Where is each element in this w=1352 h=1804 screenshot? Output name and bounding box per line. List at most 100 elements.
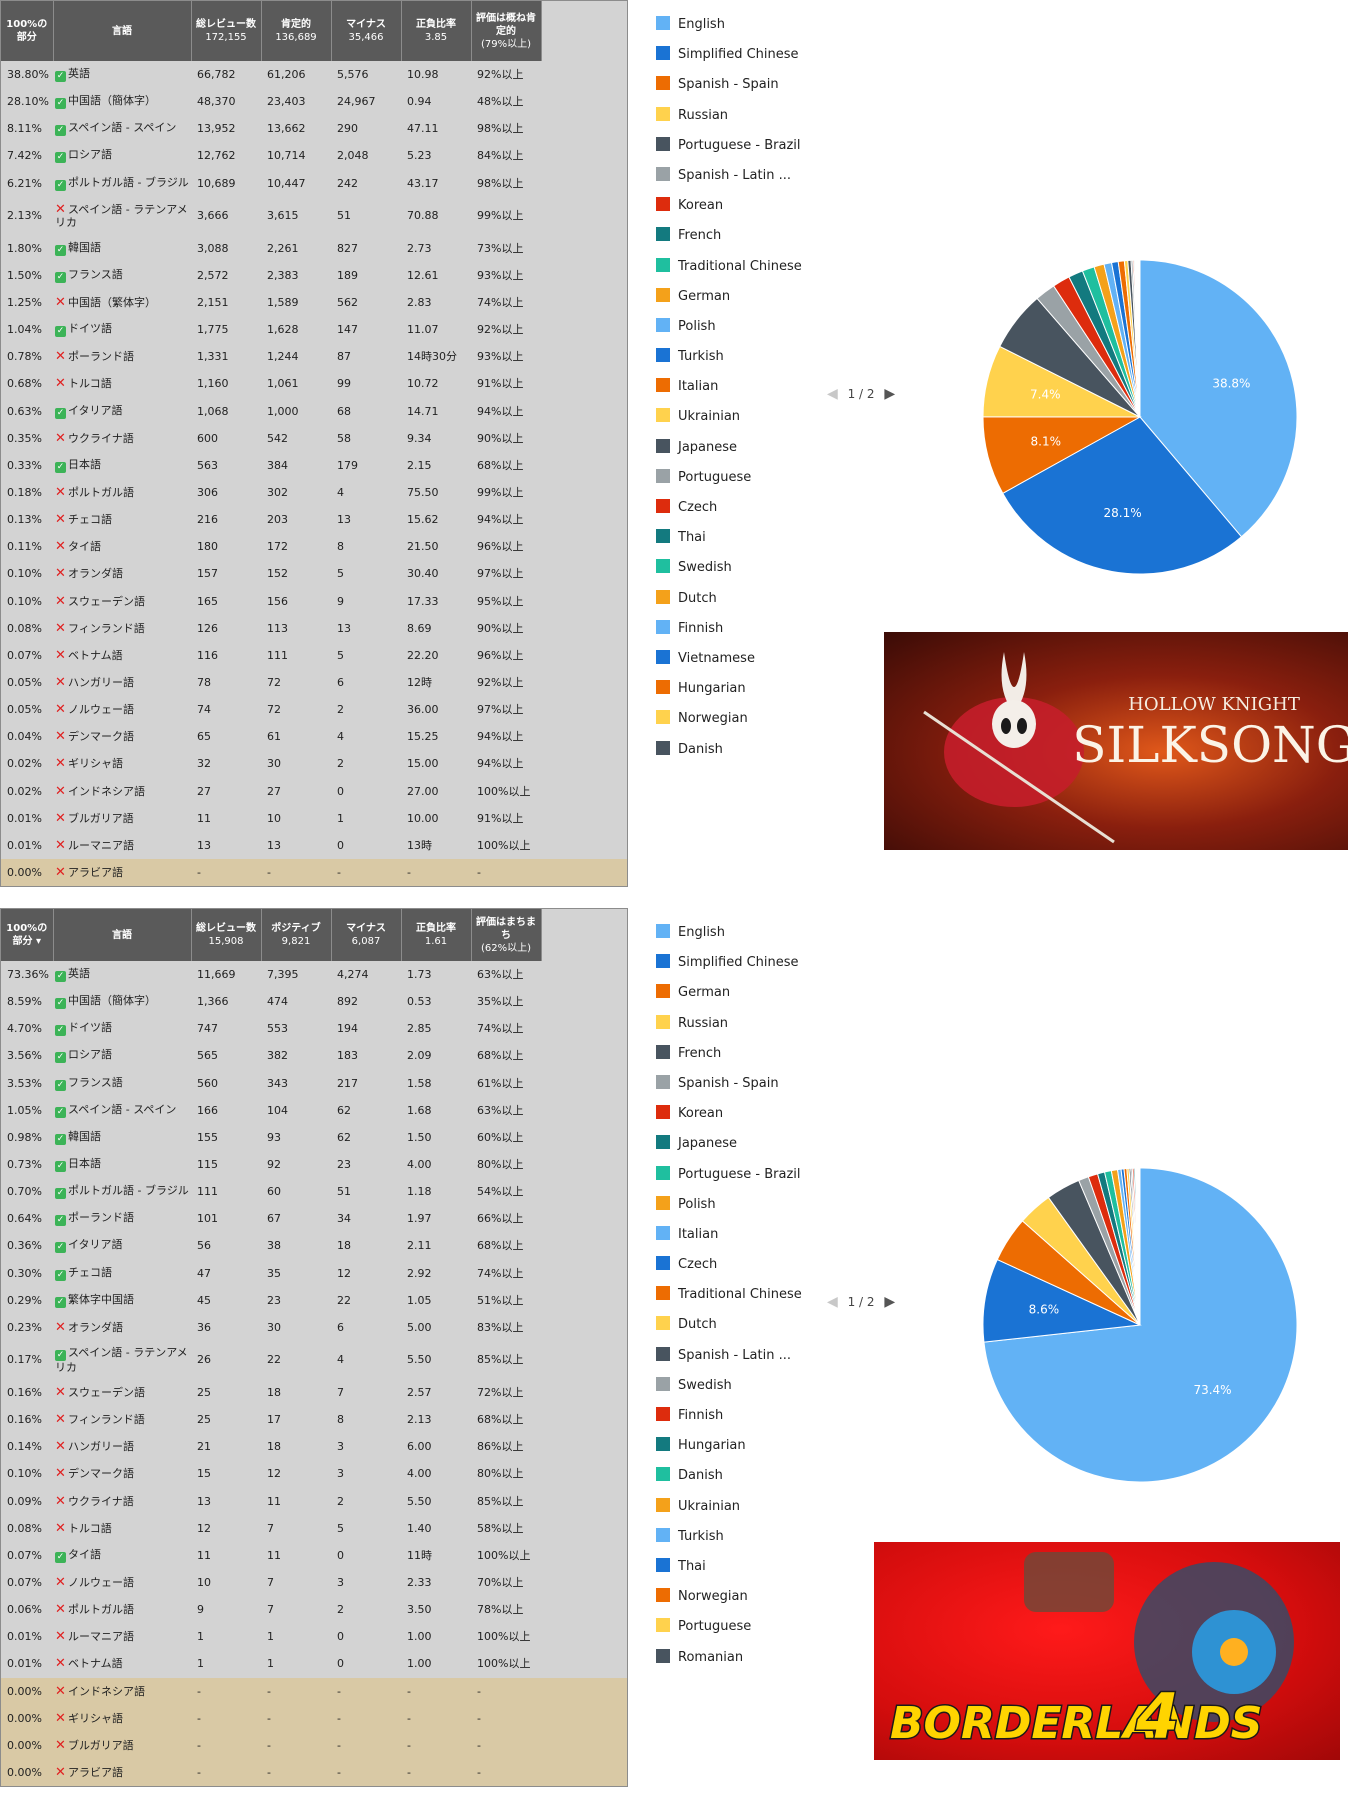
legend-item[interactable]: Spanish - Latin ... bbox=[656, 166, 802, 196]
cell-pos: 18 bbox=[267, 1386, 281, 1400]
cell-pos: 111 bbox=[267, 648, 288, 662]
pager-next-icon[interactable]: ▶ bbox=[884, 386, 896, 402]
legend-item[interactable]: Turkish bbox=[656, 347, 802, 377]
legend-item[interactable]: English bbox=[656, 923, 802, 953]
cell-language: ✕ アラビア語 bbox=[53, 1759, 191, 1786]
legend-item[interactable]: Polish bbox=[656, 1195, 802, 1225]
cross-icon: ✕ bbox=[55, 1683, 66, 1699]
header-rating[interactable]: 評価はまちまち (62%以上) bbox=[471, 909, 542, 961]
legend-item[interactable]: Spanish - Spain bbox=[656, 75, 802, 105]
cell-total: 13,952 bbox=[197, 122, 236, 136]
legend-item[interactable]: Czech bbox=[656, 1255, 802, 1285]
legend-item[interactable]: Simplified Chinese bbox=[656, 953, 802, 983]
header-positive[interactable]: ポジティブ 9,821 bbox=[261, 909, 332, 961]
legend-item[interactable]: Korean bbox=[656, 1104, 802, 1134]
legend-item[interactable]: English bbox=[656, 15, 802, 45]
cell-ratio: 2.73 bbox=[407, 241, 432, 255]
legend-item[interactable]: Portuguese bbox=[656, 1617, 802, 1647]
cell-pos: 11 bbox=[267, 1548, 281, 1562]
cell-ratio: 22.20 bbox=[407, 648, 439, 662]
legend-item[interactable]: Portuguese - Brazil bbox=[656, 1165, 802, 1195]
legend-item[interactable]: Danish bbox=[656, 740, 802, 770]
legend-label: Finnish bbox=[678, 1408, 724, 1423]
legend-item[interactable]: Spanish - Latin ... bbox=[656, 1346, 802, 1376]
pager-label: 1 / 2 bbox=[847, 387, 875, 401]
header-total-reviews[interactable]: 総レビュー数 15,908 bbox=[191, 909, 262, 961]
legend-swatch bbox=[656, 1014, 670, 1029]
legend-item[interactable]: Italian bbox=[656, 1225, 802, 1255]
legend-item[interactable]: Thai bbox=[656, 528, 802, 558]
legend-item[interactable]: Portuguese - Brazil bbox=[656, 136, 802, 166]
header-total-reviews[interactable]: 総レビュー数 172,155 bbox=[191, 1, 262, 61]
legend-item[interactable]: Russian bbox=[656, 106, 802, 136]
header-percent[interactable]: 100%の部分 ▾ bbox=[1, 909, 54, 961]
legend-item[interactable]: Finnish bbox=[656, 1406, 802, 1436]
legend-item[interactable]: Dutch bbox=[656, 1315, 802, 1345]
cell-pos: 542 bbox=[267, 431, 288, 445]
header-percent[interactable]: 100%の部分 bbox=[1, 1, 54, 61]
cell-ratio: 4.00 bbox=[407, 1158, 432, 1172]
legend-swatch bbox=[656, 1527, 670, 1542]
header-rating[interactable]: 評価は概ね肯定的 (79%以上) bbox=[471, 1, 542, 61]
legend-item[interactable]: Ukrainian bbox=[656, 1497, 802, 1527]
legend-item[interactable]: Ukrainian bbox=[656, 407, 802, 437]
cell-language: ✕ ポルトガル語 bbox=[53, 479, 191, 506]
legend-item[interactable]: German bbox=[656, 983, 802, 1013]
pager-prev-icon[interactable]: ◀ bbox=[827, 1294, 838, 1310]
cell-spacer bbox=[541, 642, 627, 669]
cell-language: ✓ イタリア語 bbox=[53, 398, 191, 425]
cell-language: ✓ ドイツ語 bbox=[53, 316, 191, 343]
legend-item[interactable]: Thai bbox=[656, 1557, 802, 1587]
legend-item[interactable]: Norwegian bbox=[656, 1587, 802, 1617]
check-icon: ✓ bbox=[55, 1242, 66, 1254]
cell-rating: 68%以上 bbox=[477, 1413, 524, 1427]
cell-rating: 80%以上 bbox=[477, 1467, 524, 1481]
cell-rating: 73%以上 bbox=[477, 241, 524, 255]
legend-item[interactable]: Swedish bbox=[656, 558, 802, 588]
legend-item[interactable]: Czech bbox=[656, 498, 802, 528]
pie-slice[interactable] bbox=[1139, 259, 1298, 538]
legend-item[interactable]: Spanish - Spain bbox=[656, 1074, 802, 1104]
legend-swatch bbox=[656, 317, 670, 332]
legend-item[interactable]: Danish bbox=[656, 1466, 802, 1496]
header-negative[interactable]: マイナス 35,466 bbox=[331, 1, 402, 61]
legend-item[interactable]: Italian bbox=[656, 377, 802, 407]
legend-item[interactable]: Traditional Chinese bbox=[656, 1285, 802, 1315]
legend-item[interactable]: Simplified Chinese bbox=[656, 45, 802, 75]
language-name: スペイン語 - ラテンアメリカ bbox=[55, 1345, 188, 1374]
legend-item[interactable]: Russian bbox=[656, 1014, 802, 1044]
legend-item[interactable]: Swedish bbox=[656, 1376, 802, 1406]
legend-item[interactable]: Hungarian bbox=[656, 679, 802, 709]
legend-item[interactable]: Dutch bbox=[656, 589, 802, 619]
legend-item[interactable]: Turkish bbox=[656, 1527, 802, 1557]
cell-rating: 74%以上 bbox=[477, 1266, 524, 1280]
pager-prev-icon[interactable]: ◀ bbox=[827, 386, 838, 402]
legend-item[interactable]: Japanese bbox=[656, 438, 802, 468]
legend-item[interactable]: Romanian bbox=[656, 1648, 802, 1678]
legend-swatch bbox=[656, 1346, 670, 1361]
pie-slice[interactable] bbox=[982, 1258, 1142, 1343]
legend-item[interactable]: Vietnamese bbox=[656, 649, 802, 679]
legend-item[interactable]: Traditional Chinese bbox=[656, 257, 802, 287]
legend-item[interactable]: Portuguese bbox=[656, 468, 802, 498]
header-negative[interactable]: マイナス 6,087 bbox=[331, 909, 402, 961]
pie-slice[interactable] bbox=[1002, 416, 1243, 575]
header-language[interactable]: 言語 bbox=[53, 1, 192, 61]
legend-item[interactable]: French bbox=[656, 1044, 802, 1074]
header-ratio[interactable]: 正負比率 3.85 bbox=[401, 1, 472, 61]
legend-item[interactable]: Polish bbox=[656, 317, 802, 347]
cell-percent: 0.07% bbox=[7, 1576, 42, 1590]
header-language[interactable]: 言語 bbox=[53, 909, 192, 961]
header-positive[interactable]: 肯定的 136,689 bbox=[261, 1, 332, 61]
legend-item[interactable]: Norwegian bbox=[656, 709, 802, 739]
legend-item[interactable]: Korean bbox=[656, 196, 802, 226]
cell-pos: 152 bbox=[267, 567, 288, 581]
legend-item[interactable]: French bbox=[656, 226, 802, 256]
header-ratio[interactable]: 正負比率 1.61 bbox=[401, 909, 472, 961]
legend-item[interactable]: Finnish bbox=[656, 619, 802, 649]
pager-next-icon[interactable]: ▶ bbox=[884, 1294, 896, 1310]
legend-item[interactable]: Japanese bbox=[656, 1134, 802, 1164]
cell-ratio: 5.00 bbox=[407, 1320, 432, 1334]
legend-item[interactable]: Hungarian bbox=[656, 1436, 802, 1466]
legend-item[interactable]: German bbox=[656, 287, 802, 317]
